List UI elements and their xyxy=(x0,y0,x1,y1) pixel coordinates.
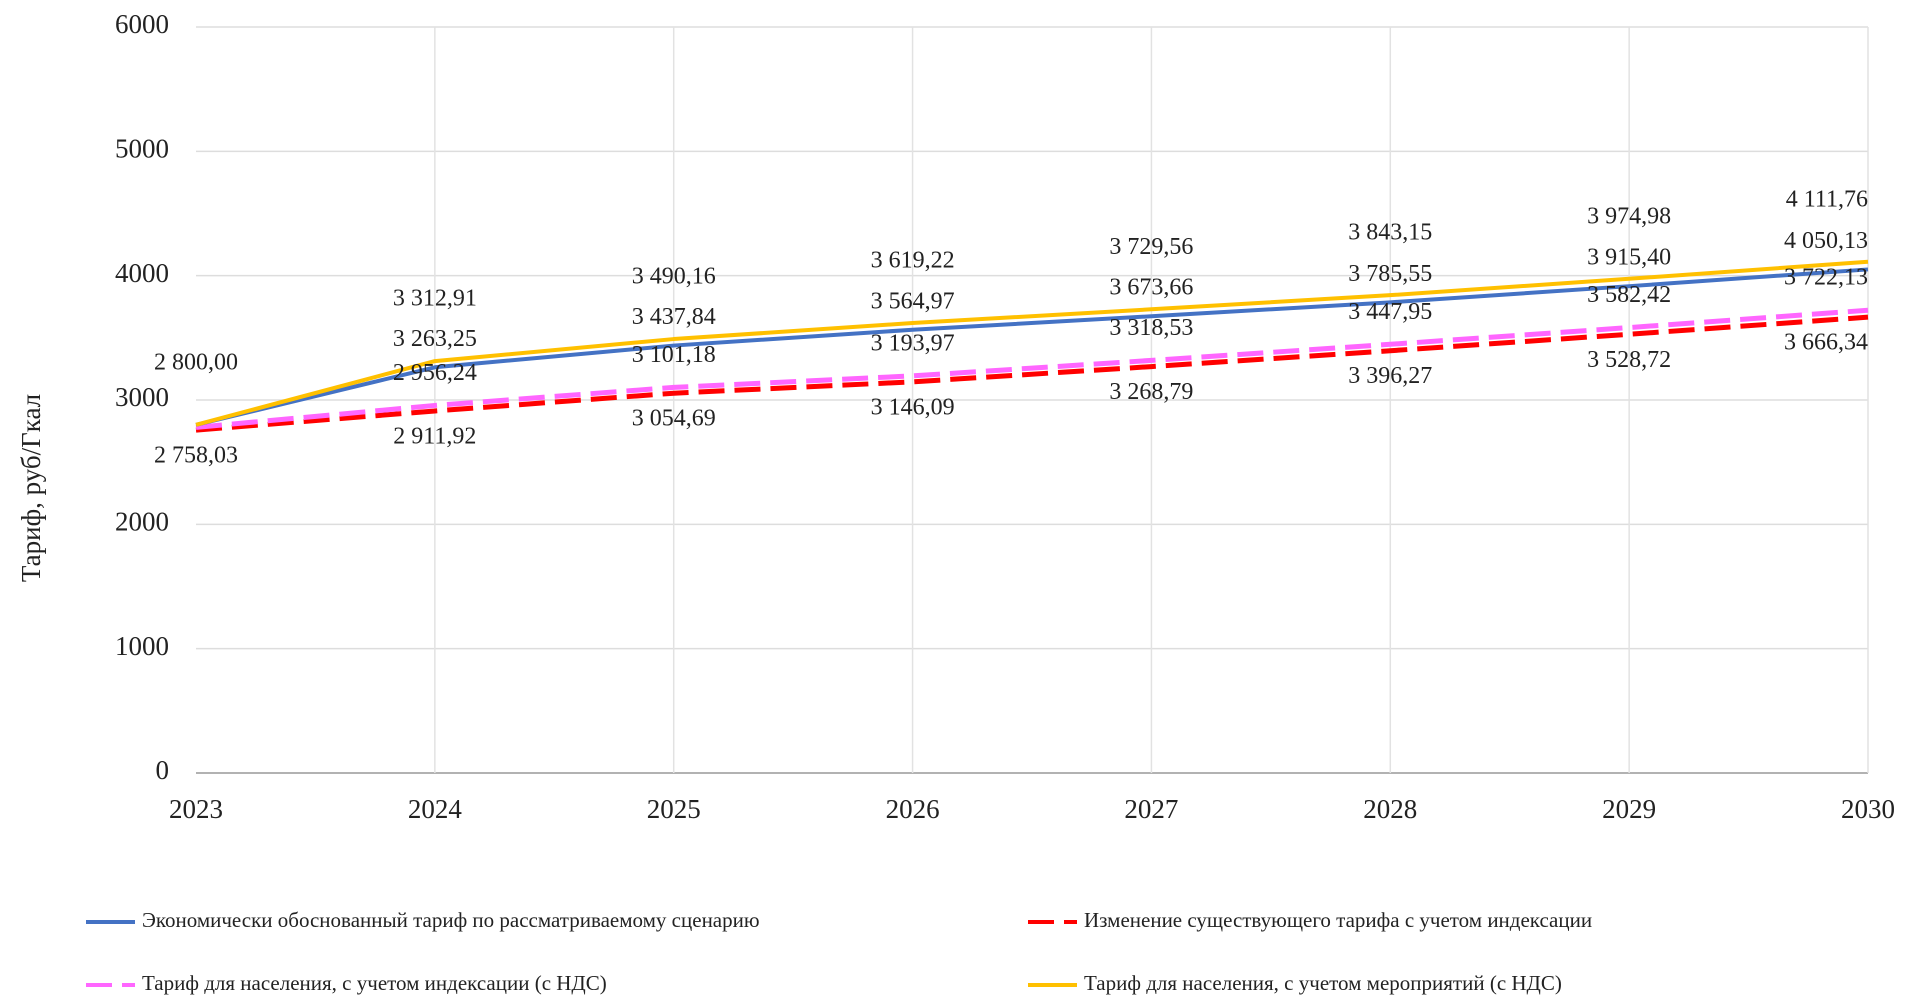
data-label: 2 956,24 xyxy=(393,360,477,386)
data-label: 3 193,97 xyxy=(871,330,955,356)
data-label: 3 666,34 xyxy=(1784,330,1868,356)
y-tick-label: 0 xyxy=(156,755,170,785)
legend-label: Тариф для населения, с учетом мероприяти… xyxy=(1084,971,1562,995)
data-label: 4 111,76 xyxy=(1786,186,1868,212)
data-label: 3 582,42 xyxy=(1587,282,1671,308)
data-label: 3 974,98 xyxy=(1587,203,1671,229)
data-label: 3 268,79 xyxy=(1109,379,1193,405)
data-label: 3 490,16 xyxy=(632,264,716,290)
y-tick-label: 3000 xyxy=(115,382,169,412)
data-label: 4 050,13 xyxy=(1784,228,1868,254)
x-tick-label: 2027 xyxy=(1124,794,1178,824)
legend-label: Тариф для населения, с учетом индексации… xyxy=(142,971,607,995)
data-label: 2 911,92 xyxy=(393,423,476,449)
data-label: 3 528,72 xyxy=(1587,347,1671,373)
data-label: 3 722,13 xyxy=(1784,265,1868,291)
data-label: 3 564,97 xyxy=(871,288,955,314)
data-label: 3 843,15 xyxy=(1348,220,1432,246)
legend-label: Изменение существующего тарифа с учетом … xyxy=(1084,908,1592,932)
data-label: 3 673,66 xyxy=(1109,275,1193,301)
x-tick-label: 2026 xyxy=(886,794,940,824)
x-tick-label: 2029 xyxy=(1602,794,1656,824)
x-tick-label: 2025 xyxy=(647,794,701,824)
data-label: 3 054,69 xyxy=(632,406,716,432)
y-tick-label: 2000 xyxy=(115,507,169,537)
data-label: 3 263,25 xyxy=(393,326,477,352)
data-label: 2 800,00 xyxy=(154,349,238,375)
data-label: 3 312,91 xyxy=(393,286,477,312)
data-label: 3 101,18 xyxy=(632,342,716,368)
x-tick-label: 2024 xyxy=(408,794,463,824)
x-tick-label: 2030 xyxy=(1841,794,1895,824)
data-label: 3 729,56 xyxy=(1109,234,1193,260)
data-label: 3 318,53 xyxy=(1109,315,1193,341)
y-tick-label: 5000 xyxy=(115,134,169,164)
data-label: 2 758,03 xyxy=(154,443,238,469)
y-axis-label: Тариф, руб/Гкал xyxy=(16,394,46,582)
legend-label: Экономически обоснованный тариф по рассм… xyxy=(142,908,760,932)
data-label: 3 146,09 xyxy=(871,394,955,420)
x-tick-label: 2023 xyxy=(169,794,223,824)
data-label: 3 396,27 xyxy=(1348,363,1432,389)
x-tick-label: 2028 xyxy=(1363,794,1417,824)
data-label: 3 437,84 xyxy=(632,304,716,330)
series-line xyxy=(195,307,1869,430)
y-tick-label: 6000 xyxy=(115,9,169,39)
data-label: 3 915,40 xyxy=(1587,245,1671,271)
series-line xyxy=(195,267,1869,427)
y-tick-label: 1000 xyxy=(115,631,169,661)
y-tick-label: 4000 xyxy=(115,258,169,288)
data-label: 3 619,22 xyxy=(871,248,955,274)
data-label: 3 785,55 xyxy=(1348,261,1432,287)
data-label: 3 447,95 xyxy=(1348,299,1432,325)
series-line xyxy=(195,314,1869,433)
series-line xyxy=(195,259,1869,427)
